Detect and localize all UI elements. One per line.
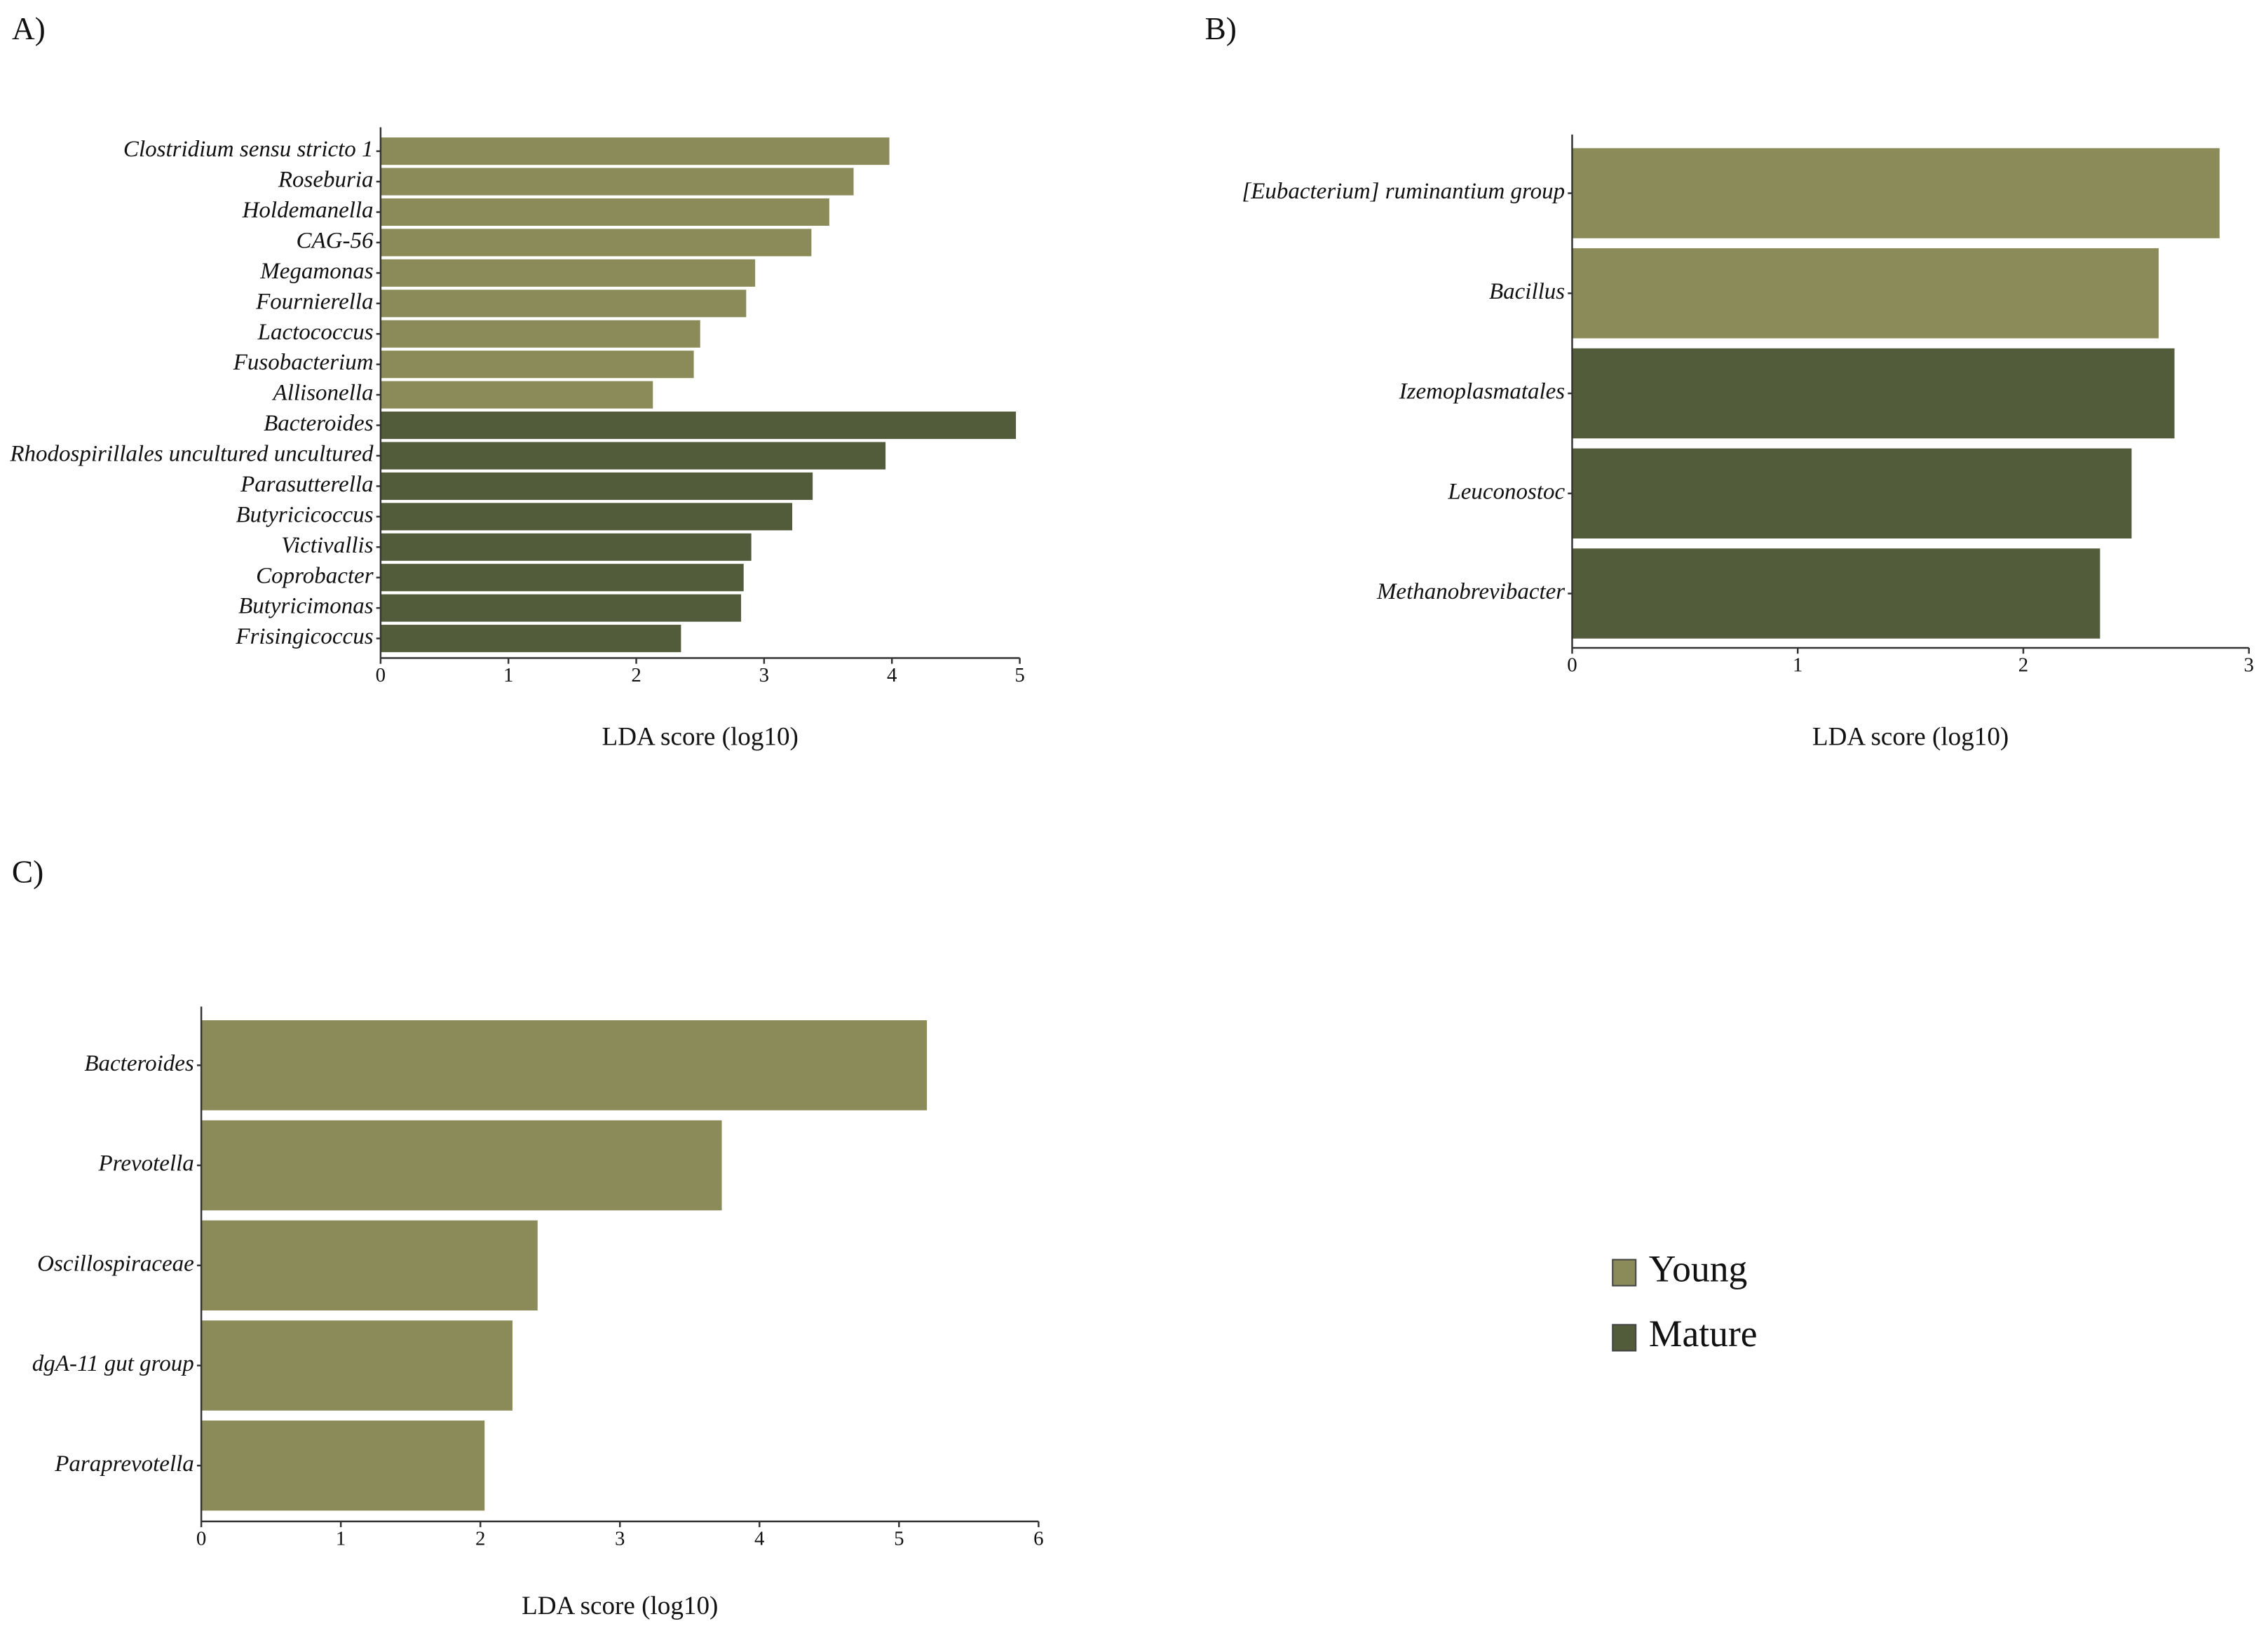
y-tick-label: Bacillus (1489, 279, 1565, 304)
y-tick-label: Allisonella (272, 381, 374, 406)
y-tick-label: Butyricimonas (238, 594, 373, 619)
y-tick-label: Rhodospirillales uncultured uncultured (9, 442, 374, 467)
bar (201, 1421, 485, 1511)
bar (1572, 348, 2175, 439)
bar (380, 320, 700, 348)
y-tick-label: Lactococcus (257, 320, 374, 345)
bar (201, 1120, 722, 1211)
bar (380, 198, 829, 226)
bar (380, 351, 694, 379)
y-tick-label: Fusobacterium (233, 350, 374, 375)
x-tick-label: 3 (759, 664, 769, 686)
y-tick-label: Butyricicoccus (236, 502, 373, 527)
y-tick-label: Bacteroides (84, 1051, 193, 1076)
bar (380, 229, 812, 257)
x-tick-label: 1 (1793, 653, 1802, 676)
y-tick-label: Paraprevotella (54, 1451, 194, 1477)
y-tick-label: Methanobrevibacter (1376, 579, 1565, 604)
y-tick-label: Clostridium sensu stricto 1 (123, 137, 374, 162)
y-tick-label: Prevotella (98, 1151, 194, 1177)
x-tick-label: 2 (631, 664, 641, 686)
bar (1572, 548, 2100, 639)
x-tick-label: 1 (503, 664, 513, 686)
y-tick-label: Victivallis (281, 533, 373, 558)
bar (380, 290, 747, 318)
x-axis-label: LDA score (log10) (522, 1592, 718, 1620)
bar (380, 381, 653, 409)
y-tick-label: Fournierella (255, 289, 373, 314)
bar (1572, 248, 2159, 339)
x-axis-label: LDA score (log10) (602, 723, 799, 752)
legend-label: Young (1649, 1247, 1748, 1289)
bar (1572, 148, 2220, 238)
bar (380, 564, 744, 592)
x-tick-label: 0 (1567, 653, 1577, 676)
x-tick-label: 1 (336, 1527, 346, 1550)
bar (380, 442, 886, 470)
bar (201, 1020, 928, 1111)
x-tick-label: 4 (754, 1527, 764, 1550)
bar (380, 625, 681, 653)
x-tick-label: 0 (376, 664, 386, 686)
legend-label: Mature (1649, 1313, 1758, 1355)
x-tick-label: 5 (1014, 664, 1024, 686)
x-axis-label: LDA score (log10) (1812, 723, 2009, 752)
bar (380, 168, 854, 196)
y-tick-label: dgA-11 gut group (32, 1351, 194, 1376)
bar (380, 503, 792, 531)
x-tick-label: 4 (887, 664, 897, 686)
panel-label: C) (12, 854, 43, 889)
y-tick-label: Roseburia (278, 168, 374, 193)
x-tick-label: 2 (2018, 653, 2028, 676)
y-tick-label: Holdemanella (242, 198, 374, 223)
x-tick-label: 0 (196, 1527, 206, 1550)
x-tick-label: 3 (2244, 653, 2254, 676)
bar (201, 1220, 538, 1311)
panel-label: B) (1205, 11, 1237, 46)
y-tick-label: Coprobacter (256, 563, 374, 588)
bar (1572, 448, 2132, 538)
bar (201, 1320, 512, 1411)
y-tick-label: Oscillospiraceae (37, 1251, 194, 1276)
x-tick-label: 3 (615, 1527, 625, 1550)
legend-swatch (1612, 1259, 1637, 1287)
bar (380, 594, 742, 622)
x-tick-label: 6 (1033, 1527, 1043, 1550)
bar (380, 137, 890, 165)
bar (380, 533, 752, 561)
bar (380, 411, 1017, 440)
x-tick-label: 5 (894, 1527, 904, 1550)
y-tick-label: Megamonas (259, 259, 373, 284)
y-tick-label: Frisingicoccus (235, 624, 373, 649)
y-tick-label: [Eubacterium] ruminantium group (1242, 179, 1565, 204)
x-tick-label: 2 (475, 1527, 485, 1550)
y-tick-label: Izemoplasmatales (1399, 379, 1565, 405)
bar (380, 472, 813, 500)
y-tick-label: CAG-56 (297, 228, 374, 253)
panel-label: A) (12, 11, 46, 46)
y-tick-label: Leuconostoc (1447, 479, 1565, 504)
bar (380, 259, 756, 287)
legend-swatch (1612, 1324, 1637, 1352)
y-tick-label: Parasutterella (240, 472, 373, 497)
y-tick-label: Bacteroides (264, 411, 373, 436)
